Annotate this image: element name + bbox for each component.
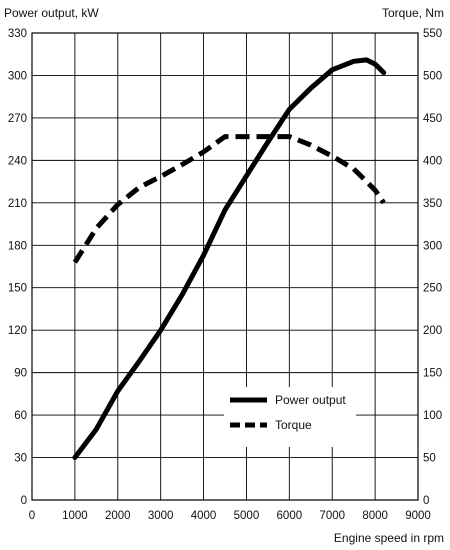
x-tick-label: 7000: [319, 510, 345, 522]
right-tick-label: 200: [423, 325, 442, 337]
series-line-torque: [72, 134, 386, 264]
left-tick-label: 90: [14, 368, 27, 380]
right-tick-label: 50: [423, 453, 436, 465]
left-tick-label: 30: [14, 453, 27, 465]
right-tick-label: 550: [423, 28, 442, 40]
left-tick-label: 120: [8, 325, 27, 337]
left-tick-label: 210: [8, 198, 27, 210]
x-tick-label: 9000: [405, 510, 431, 522]
right-tick-label: 450: [423, 113, 442, 125]
right-tick-label: 0: [423, 495, 429, 507]
right-tick-label: 400: [423, 155, 442, 167]
right-tick-label: 100: [423, 410, 442, 422]
x-tick-label: 0: [29, 510, 35, 522]
right-tick-label: 300: [423, 240, 442, 252]
left-tick-label: 330: [8, 28, 27, 40]
legend-background: [224, 387, 356, 447]
left-tick-label: 180: [8, 240, 27, 252]
left-tick-label: 240: [8, 155, 27, 167]
x-tick-label: 3000: [148, 510, 174, 522]
left-axis-title: Power output, kW: [4, 6, 99, 20]
right-tick-label: 150: [423, 368, 442, 380]
x-tick-label: 5000: [234, 510, 260, 522]
left-tick-label: 300: [8, 70, 27, 82]
right-axis-title: Torque, Nm: [382, 6, 444, 20]
series-line-power-output: [72, 57, 387, 460]
legend-label: Power output: [275, 393, 346, 407]
x-tick-label: 1000: [62, 510, 88, 522]
right-tick-label: 250: [423, 283, 442, 295]
series-lines: [72, 57, 387, 460]
left-tick-label: 60: [14, 410, 27, 422]
legend: Power output Torque: [224, 387, 356, 447]
x-tick-label: 6000: [277, 510, 303, 522]
x-tick-label: 2000: [105, 510, 131, 522]
left-tick-label: 270: [8, 113, 27, 125]
left-tick-label: 0: [21, 495, 27, 507]
right-tick-label: 500: [423, 70, 442, 82]
x-tick-label: 4000: [191, 510, 217, 522]
legend-label: Torque: [275, 418, 312, 432]
right-tick-label: 350: [423, 198, 442, 210]
left-tick-label: 150: [8, 283, 27, 295]
x-tick-label: 8000: [362, 510, 388, 522]
x-axis-title: Engine speed in rpm: [334, 531, 444, 545]
